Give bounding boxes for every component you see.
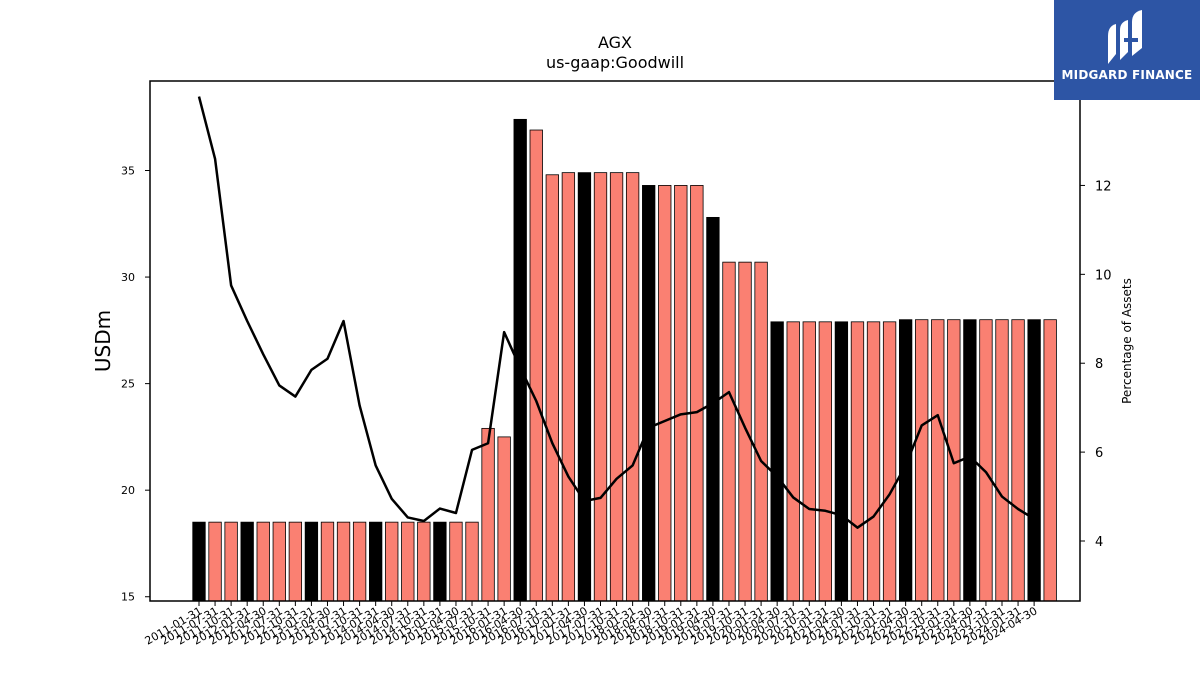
bar: [465, 521, 479, 602]
bar: [449, 521, 463, 602]
bar: [818, 321, 832, 602]
bar: [304, 521, 319, 602]
bar: [625, 172, 640, 602]
y2-tick-label: 4: [1095, 535, 1103, 550]
bar: [770, 321, 784, 602]
bar: [690, 185, 704, 602]
bar: [1027, 319, 1041, 602]
bar: [754, 261, 768, 602]
y2-axis-label: Percentage of Assets: [1120, 278, 1134, 404]
y2-tick-label: 8: [1095, 357, 1103, 372]
bar: [577, 172, 592, 602]
bar: [529, 129, 543, 602]
bar: [593, 172, 608, 602]
y-tick-label: 30: [121, 271, 135, 284]
bar: [401, 521, 415, 602]
bar: [545, 174, 559, 602]
midgard-logo-icon: [1108, 10, 1142, 64]
line-group: [197, 96, 1035, 529]
bar: [898, 319, 913, 602]
bar: [802, 321, 816, 602]
bar: [995, 319, 1009, 602]
bar: [866, 321, 881, 602]
logo-text: MIDGARD FINANCE: [1061, 68, 1193, 82]
y-tick-label: 25: [121, 378, 135, 391]
bar: [706, 216, 720, 602]
bar: [224, 521, 238, 602]
bar: [609, 172, 624, 602]
y-tick-label: 15: [121, 591, 135, 604]
bar: [433, 521, 447, 602]
bar: [1043, 319, 1057, 602]
bar: [642, 185, 656, 602]
bars-group: [192, 118, 1057, 602]
bar: [352, 521, 367, 602]
bar: [915, 319, 929, 602]
bar: [417, 521, 431, 602]
percentage-line: [197, 96, 1035, 529]
bar: [240, 521, 254, 602]
axes-group: 152025303546810122011-01-312011-07-31201…: [121, 80, 1112, 648]
plot-frame: [149, 80, 1081, 602]
y2-tick-label: 6: [1095, 446, 1103, 461]
bar: [722, 261, 736, 602]
bar: [931, 319, 945, 602]
bar: [288, 521, 303, 602]
bar: [658, 185, 672, 602]
bar: [192, 521, 206, 602]
bar: [385, 521, 399, 602]
chart-subtitle: us-gaap:Goodwill: [546, 53, 684, 72]
bar: [674, 185, 688, 602]
bar: [561, 172, 576, 602]
bar: [497, 436, 511, 602]
bar: [834, 321, 849, 602]
bar: [481, 427, 495, 602]
midgard-logo: MIDGARD FINANCE: [1054, 0, 1200, 100]
bar: [850, 321, 865, 602]
bar: [208, 521, 222, 602]
y2-tick-label: 10: [1095, 268, 1112, 283]
bar: [738, 261, 752, 602]
chart-title: AGX: [598, 33, 632, 52]
bar: [1011, 319, 1025, 602]
bar: [320, 521, 335, 602]
bar: [336, 521, 351, 602]
bar: [256, 521, 270, 602]
bar: [369, 521, 383, 602]
y-axis-label: USDm: [91, 310, 115, 372]
bar: [882, 321, 897, 602]
y-tick-label: 20: [121, 484, 135, 497]
bar: [979, 319, 993, 602]
y2-tick-label: 12: [1095, 179, 1112, 194]
y-tick-label: 35: [121, 165, 135, 178]
bar: [272, 521, 286, 602]
bar: [786, 321, 800, 602]
